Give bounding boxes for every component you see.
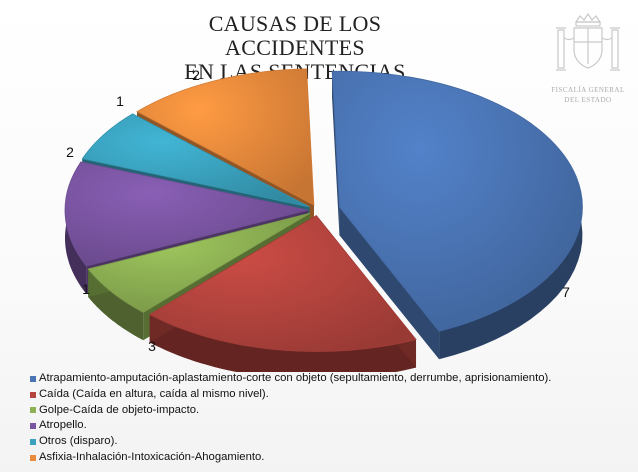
legend-item-5: Otros (disparo). xyxy=(30,434,630,450)
data-label-6: 2 xyxy=(192,67,200,83)
legend-swatch-2 xyxy=(30,391,36,398)
legend-swatch-4 xyxy=(30,423,36,430)
legend-item-1: Atrapamiento-amputación-aplastamiento-co… xyxy=(30,371,630,387)
pie-chart: 7 3 1 2 1 2 xyxy=(64,67,583,372)
coat-of-arms-icon xyxy=(556,12,620,71)
legend-label-3: Golpe-Caída de objeto-impacto. xyxy=(39,403,200,416)
pie-slice-side-2 xyxy=(149,314,416,372)
pie-slice-2 xyxy=(148,215,417,352)
legend-label-4: Atropello. xyxy=(39,419,87,432)
legend-label-1: Atrapamiento-amputación-aplastamiento-co… xyxy=(39,372,552,384)
legend-label-6: Asfixia-Inhalación-Intoxicación-Ahogamie… xyxy=(39,450,265,463)
emblem-caption-2: DEL ESTADO xyxy=(564,96,612,104)
legend-item-3: Golpe-Caída de objeto-impacto. xyxy=(30,403,630,419)
chart-title-line-1: CAUSAS DE LOS ACCIDENTES xyxy=(208,11,382,60)
data-label-5: 1 xyxy=(116,93,124,109)
legend-item-6: Asfixia-Inhalación-Intoxicación-Ahogamie… xyxy=(30,450,630,466)
emblem-caption-1: FISCALÍA GENERAL xyxy=(551,86,625,94)
data-label-2: 3 xyxy=(148,338,156,354)
pie-slice-3 xyxy=(87,212,311,313)
data-label-1: 7 xyxy=(562,284,570,300)
data-label-4: 2 xyxy=(66,144,74,160)
legend-label-5: Otros (disparo). xyxy=(39,435,118,448)
pie-slice-1 xyxy=(331,70,583,332)
chart-legend: Atrapamiento-amputación-aplastamiento-co… xyxy=(30,371,630,466)
pie-slice-6 xyxy=(136,68,315,206)
legend-item-2: Caída (Caída en altura, caída al mismo n… xyxy=(30,387,630,403)
fiscalia-emblem: FISCALÍA GENERAL DEL ESTADO xyxy=(548,12,628,112)
legend-swatch-6 xyxy=(30,454,36,461)
pie-slice-5 xyxy=(81,113,310,208)
legend-label-2: Caída (Caída en altura, caída al mismo n… xyxy=(39,387,269,400)
data-label-3: 1 xyxy=(82,281,90,297)
legend-swatch-1 xyxy=(30,375,36,382)
legend-swatch-3 xyxy=(30,407,36,414)
legend-swatch-5 xyxy=(30,439,36,446)
pie-slice-4 xyxy=(64,161,309,267)
pie-slice-face-1-2 xyxy=(339,207,440,360)
legend-item-4: Atropello. xyxy=(30,418,630,434)
